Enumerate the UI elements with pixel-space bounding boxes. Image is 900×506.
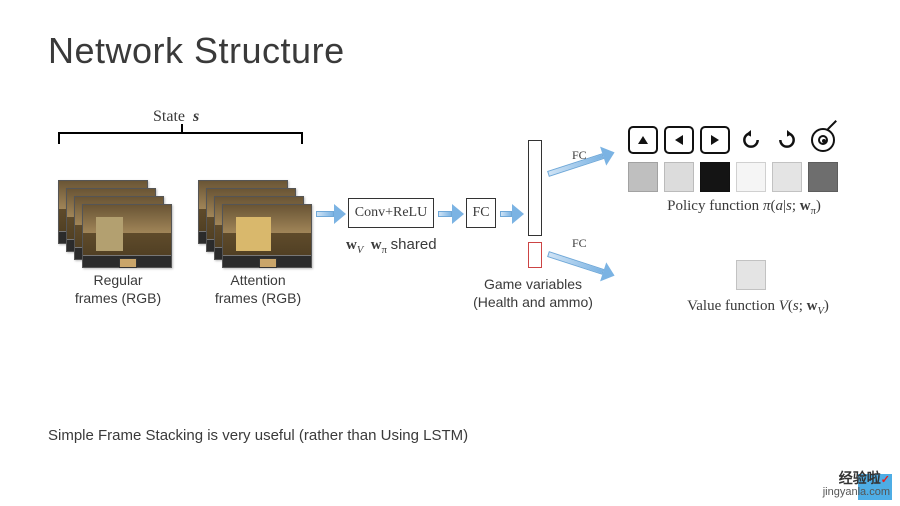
- weights-shared-label: wV wπ shared: [346, 236, 437, 256]
- redo-icon: [772, 126, 802, 154]
- state-symbol: s: [193, 108, 199, 125]
- key-up-icon: [628, 126, 658, 154]
- diagram: State s Regular frames (RGB) Attention f…: [48, 150, 868, 380]
- value-output-box: [736, 260, 766, 290]
- regular-label: Regular frames (RGB): [53, 272, 183, 307]
- attention-label: Attention frames (RGB): [193, 272, 323, 307]
- policy-label: Policy function π(a|s; wπ): [634, 198, 854, 217]
- page-title: Network Structure: [48, 30, 345, 72]
- arrow-to-value: [548, 254, 615, 276]
- watermark: 经验啦✓ jingyanla.com: [823, 471, 890, 498]
- fc-box: FC: [466, 198, 496, 228]
- game-vars-label: Game variables (Health and ammo): [458, 276, 608, 311]
- value-label: Value function V(s; wV): [648, 298, 868, 317]
- conv-relu-box: Conv+ReLU: [348, 198, 434, 228]
- state-label: State s: [153, 108, 199, 126]
- brace: [58, 132, 303, 142]
- attention-frame-stack: Attention frames (RGB): [198, 180, 308, 260]
- footer-note: Simple Frame Stacking is very useful (ra…: [48, 427, 468, 444]
- fc-tag-bot: FC: [572, 236, 587, 251]
- key-left-icon: [664, 126, 694, 154]
- policy-output-boxes: [628, 162, 838, 192]
- target-icon: [808, 126, 838, 154]
- state-text: State: [153, 108, 185, 125]
- regular-frame-stack: Regular frames (RGB): [58, 180, 168, 260]
- undo-icon: [736, 126, 766, 154]
- fc-tag-top: FC: [572, 148, 587, 163]
- game-var-vector: [528, 242, 542, 268]
- key-right-icon: [700, 126, 730, 154]
- policy-action-icons: [628, 126, 838, 154]
- feature-vector: [528, 140, 542, 236]
